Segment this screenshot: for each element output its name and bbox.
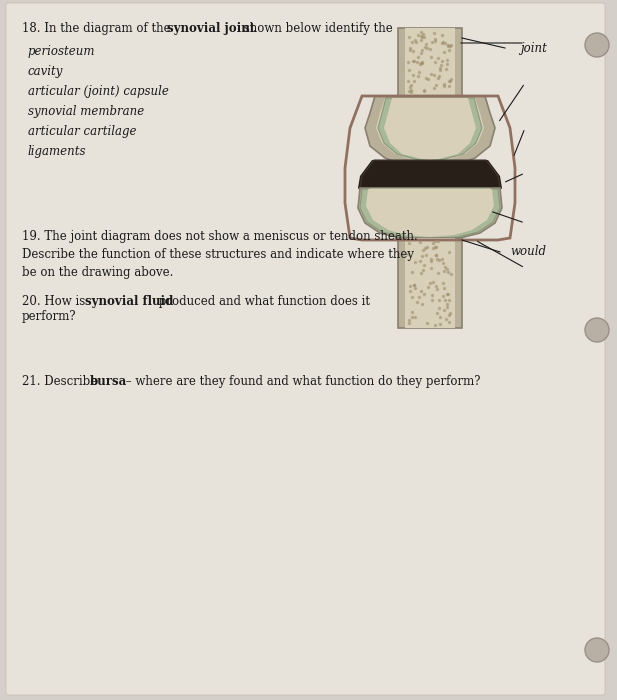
- Text: produced and what function does it: produced and what function does it: [155, 295, 370, 308]
- Text: synovial membrane: synovial membrane: [28, 105, 144, 118]
- Text: synovial fluid: synovial fluid: [85, 295, 173, 308]
- Text: joint: joint: [520, 42, 547, 55]
- Polygon shape: [358, 188, 502, 240]
- Polygon shape: [398, 28, 462, 103]
- Text: articular (joint) capsule: articular (joint) capsule: [28, 85, 169, 98]
- Text: perform?: perform?: [22, 310, 77, 323]
- Circle shape: [585, 638, 609, 662]
- Polygon shape: [360, 189, 500, 239]
- Circle shape: [585, 33, 609, 57]
- Text: – where are they found and what function do they perform?: – where are they found and what function…: [122, 375, 481, 388]
- Polygon shape: [358, 160, 502, 212]
- Polygon shape: [405, 238, 455, 328]
- Text: 18. In the diagram of the: 18. In the diagram of the: [22, 22, 175, 35]
- Circle shape: [585, 318, 609, 342]
- Polygon shape: [405, 28, 455, 98]
- Text: cavity: cavity: [28, 65, 64, 78]
- Text: would: would: [510, 245, 546, 258]
- Text: synovial joint: synovial joint: [167, 22, 255, 35]
- Text: ligaments: ligaments: [28, 145, 86, 158]
- Polygon shape: [360, 160, 500, 212]
- Polygon shape: [368, 188, 492, 237]
- Text: shown below identify the: shown below identify the: [240, 22, 393, 35]
- Polygon shape: [365, 96, 495, 168]
- Text: 19. The joint diagram does not show a meniscus or tendon sheath.
Describe the fu: 19. The joint diagram does not show a me…: [22, 230, 418, 279]
- Text: articular cartilage: articular cartilage: [28, 125, 136, 138]
- Text: periosteum: periosteum: [28, 45, 96, 58]
- Polygon shape: [376, 98, 484, 163]
- Text: 21. Describe: 21. Describe: [22, 375, 101, 388]
- Polygon shape: [398, 238, 462, 328]
- Text: 20. How is: 20. How is: [22, 295, 89, 308]
- FancyBboxPatch shape: [6, 3, 605, 695]
- Polygon shape: [366, 189, 494, 237]
- Text: bursa: bursa: [90, 375, 127, 388]
- Polygon shape: [378, 98, 482, 162]
- Polygon shape: [384, 98, 476, 160]
